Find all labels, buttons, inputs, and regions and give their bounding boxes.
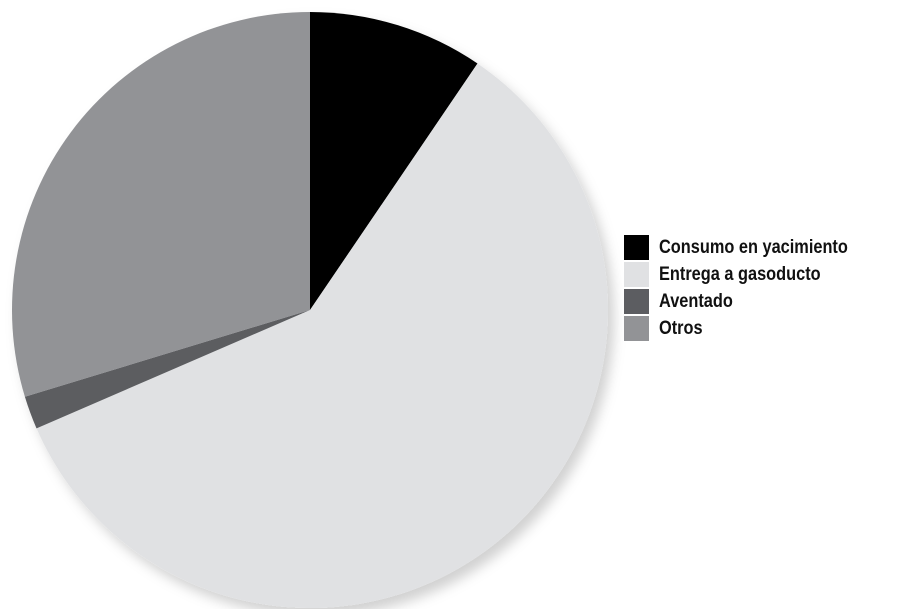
legend-item-consumo-en-yacimiento: Consumo en yacimiento	[624, 234, 920, 261]
legend-label: Otros	[659, 317, 703, 339]
legend-item-aventado: Aventado	[624, 288, 920, 315]
legend-swatch	[624, 289, 649, 314]
legend-swatch	[624, 235, 649, 260]
legend-swatch	[624, 316, 649, 341]
legend-label: Consumo en yacimiento	[659, 236, 848, 258]
legend-label: Aventado	[659, 290, 733, 312]
pie-slice-aventado	[24, 310, 310, 429]
legend: Consumo en yacimiento Entrega a gasoduct…	[624, 234, 920, 342]
pie-slice-entrega-a-gasoducto	[36, 63, 609, 609]
legend-swatch	[624, 262, 649, 287]
legend-item-entrega-a-gasoducto: Entrega a gasoducto	[624, 261, 920, 288]
pie-slices	[12, 12, 609, 609]
legend-label: Entrega a gasoducto	[659, 263, 821, 285]
pie-slice-otros	[12, 12, 310, 397]
pie-slice-consumo-en-yacimiento	[310, 12, 478, 310]
legend-item-otros: Otros	[624, 315, 920, 342]
